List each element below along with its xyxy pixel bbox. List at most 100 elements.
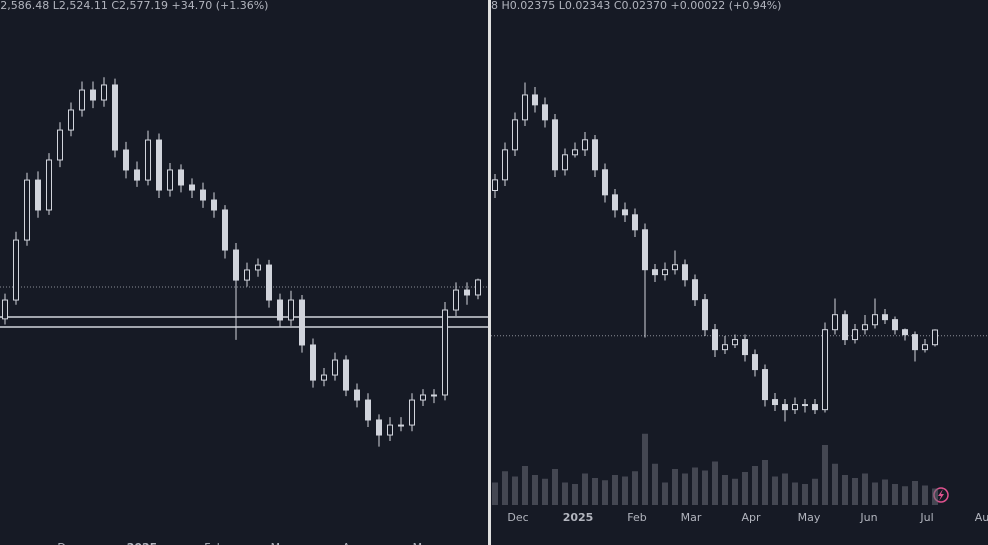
candle-body [354,389,360,401]
volume-bar [832,463,838,505]
volume-bar [712,461,718,505]
volume-bar [752,466,758,505]
time-label: Mar [271,541,292,545]
divider [488,0,491,545]
candle-body [420,394,426,401]
candle-body [692,279,698,301]
volume-bar [862,473,868,505]
candle-body [68,109,74,131]
candle-body [922,344,928,351]
volume-bar [642,433,648,505]
candle-body [343,359,349,391]
candle-body [772,399,778,406]
volume-bar [872,482,878,505]
volume-bar [822,445,828,505]
candle-body [502,149,508,181]
volume-bar [542,478,548,505]
candle-body [552,119,558,171]
candle-body [512,119,518,151]
candle-body [79,89,85,111]
volume-bar [572,484,578,505]
volume-bar [782,473,788,505]
candle-body [632,214,638,231]
time-label: May [798,511,821,524]
candle-body [572,149,578,156]
time-label: 2025 [563,511,594,524]
candle-body [852,329,858,341]
candle-body [872,314,878,326]
candle-body [752,354,758,371]
time-label: 2025 [127,541,158,545]
candle-body [398,424,404,427]
volume-bar [702,470,708,505]
candle-body [244,269,250,281]
candle-body [842,314,848,341]
candle-body [522,94,528,121]
candle-body [475,279,481,296]
candle-body [722,344,728,351]
candle-body [832,314,838,331]
candle-body [178,169,184,186]
candle-body [492,179,498,192]
volume-bar [492,482,498,505]
time-label: Dec [507,511,528,524]
candle-body [862,324,868,331]
candle-body [442,309,448,396]
volume-bar [652,463,658,505]
volume-bar [672,469,678,505]
candle-body [35,179,41,211]
time-label: Dec [57,541,78,545]
candle-body [652,269,658,276]
candle-body [812,404,818,411]
volume-bar [682,473,688,505]
time-label: Apr [342,541,362,545]
volume-bar [552,469,558,505]
volume-bar [632,471,638,505]
volume-bar [592,478,598,505]
candle-body [802,404,808,407]
volume-bar [522,466,528,505]
candle-body [145,139,151,181]
volume-bar [772,476,778,505]
candle-body [13,239,19,301]
candle-body [762,369,768,401]
volume-bar [512,476,518,505]
icon-bolt [938,489,944,501]
time-label: Jun [859,511,877,524]
volume-bar [842,475,848,505]
volume-bar [602,480,608,505]
volume-bar [722,475,728,505]
volume-bar [582,473,588,505]
candle-body [892,319,898,331]
candle-body [332,359,338,376]
candle-body [167,169,173,191]
candle-body [57,129,63,161]
candle-body [612,194,618,211]
time-label: Feb [627,511,646,524]
candle-body [112,84,118,151]
volume-bar [932,488,938,505]
volume-bar [922,485,928,505]
candle-body [266,264,272,301]
time-label: May [413,541,436,545]
candle-body [912,334,918,351]
candle-body [299,299,305,346]
time-label: Apr [741,511,761,524]
candle-body [310,344,316,381]
candle-body [134,169,140,181]
volume-bar [812,478,818,505]
candle-body [189,184,195,191]
ohlc-header: 8 H0.02375 L0.02343 C0.02370 +0.00022 (+… [491,0,781,12]
candle-body [200,189,206,201]
candle-body [288,299,294,321]
candle-body [387,424,393,436]
candle-body [902,329,908,336]
volume-bar [622,476,628,505]
candle-body [592,139,598,171]
candle-body [464,289,470,296]
candle-body [712,329,718,351]
candle-body [90,89,96,101]
volume-bar [612,475,618,505]
volume-bar [892,484,898,505]
